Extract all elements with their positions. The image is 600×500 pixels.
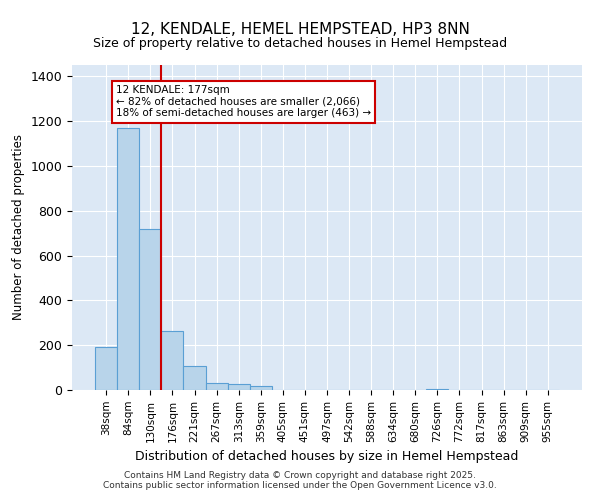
Bar — [117, 128, 139, 390]
Text: Size of property relative to detached houses in Hemel Hempstead: Size of property relative to detached ho… — [93, 38, 507, 51]
Bar — [206, 384, 227, 390]
Bar — [184, 366, 206, 390]
Bar — [227, 384, 250, 390]
Bar — [139, 228, 161, 390]
Bar — [95, 348, 117, 390]
Bar — [250, 386, 272, 390]
X-axis label: Distribution of detached houses by size in Hemel Hempstead: Distribution of detached houses by size … — [136, 450, 518, 463]
Text: Contains HM Land Registry data © Crown copyright and database right 2025.
Contai: Contains HM Land Registry data © Crown c… — [103, 470, 497, 490]
Bar — [427, 389, 448, 390]
Text: 12 KENDALE: 177sqm
← 82% of detached houses are smaller (2,066)
18% of semi-deta: 12 KENDALE: 177sqm ← 82% of detached hou… — [116, 85, 371, 118]
Text: 12, KENDALE, HEMEL HEMPSTEAD, HP3 8NN: 12, KENDALE, HEMEL HEMPSTEAD, HP3 8NN — [131, 22, 469, 38]
Bar — [161, 330, 184, 390]
Y-axis label: Number of detached properties: Number of detached properties — [12, 134, 25, 320]
